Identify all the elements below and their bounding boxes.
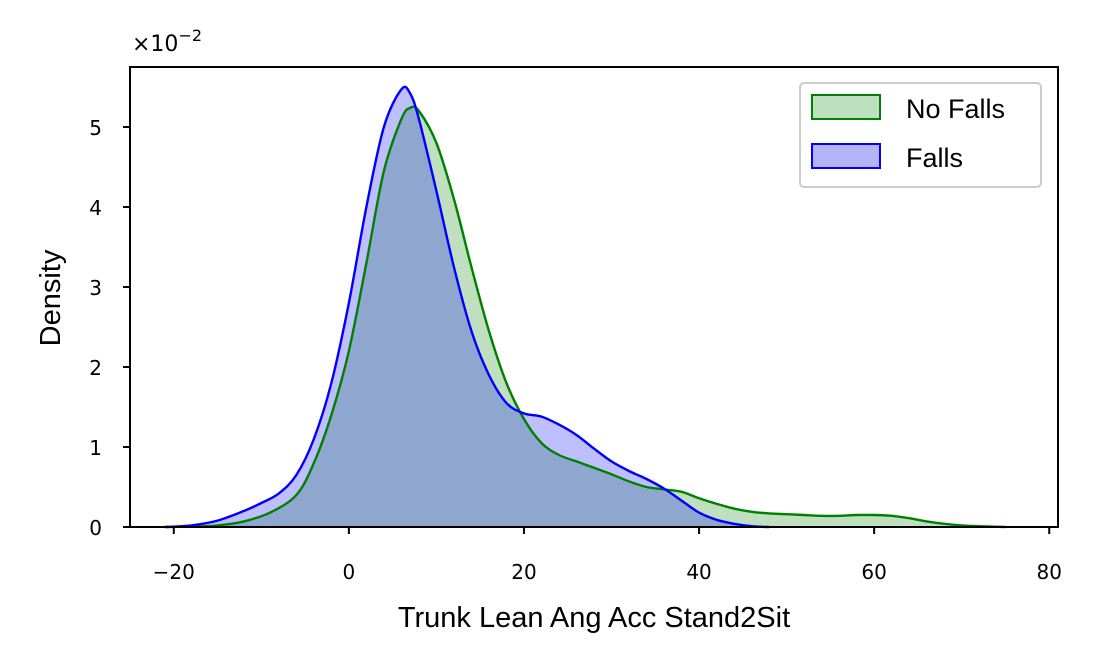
y-axis-label: Density xyxy=(35,249,67,346)
legend-label-no-falls: No Falls xyxy=(906,94,1005,124)
y-axis: 0 1 2 3 4 5 xyxy=(89,116,130,540)
x-tick-label: 0 xyxy=(343,560,356,584)
plot-frame xyxy=(129,66,1059,528)
x-tick-label: 40 xyxy=(686,560,711,584)
legend-label-falls: Falls xyxy=(906,143,963,173)
series-area-no-falls xyxy=(165,106,1006,527)
series-area-falls xyxy=(165,86,770,527)
x-axis-label: Trunk Lean Ang Acc Stand2Sit xyxy=(398,602,790,634)
y-tick-label: 5 xyxy=(89,116,102,140)
x-tick-label: 80 xyxy=(1037,560,1062,584)
legend-swatch-falls xyxy=(811,143,881,169)
y-scale-offset-base: ×10 xyxy=(132,32,178,57)
x-tick-label: −20 xyxy=(153,560,195,584)
y-scale-offset-exponent: −2 xyxy=(178,26,202,45)
x-tick-label: 20 xyxy=(511,560,536,584)
legend-swatch-no-falls xyxy=(811,94,881,120)
legend: No Falls Falls xyxy=(799,82,1042,188)
x-axis: −20 0 20 40 60 80 xyxy=(153,527,1062,584)
y-scale-offset: ×10−2 xyxy=(132,26,202,57)
y-tick-label: 4 xyxy=(89,196,102,220)
series-fills xyxy=(165,86,1006,527)
y-tick-label: 3 xyxy=(89,276,102,300)
x-tick-label: 60 xyxy=(861,560,886,584)
series-lines xyxy=(164,85,1006,529)
y-tick-label: 1 xyxy=(89,436,102,460)
y-tick-label: 0 xyxy=(89,516,102,540)
series-line-falls xyxy=(164,85,770,529)
y-tick-label: 2 xyxy=(89,356,102,380)
series-line-no-falls xyxy=(165,105,1006,529)
